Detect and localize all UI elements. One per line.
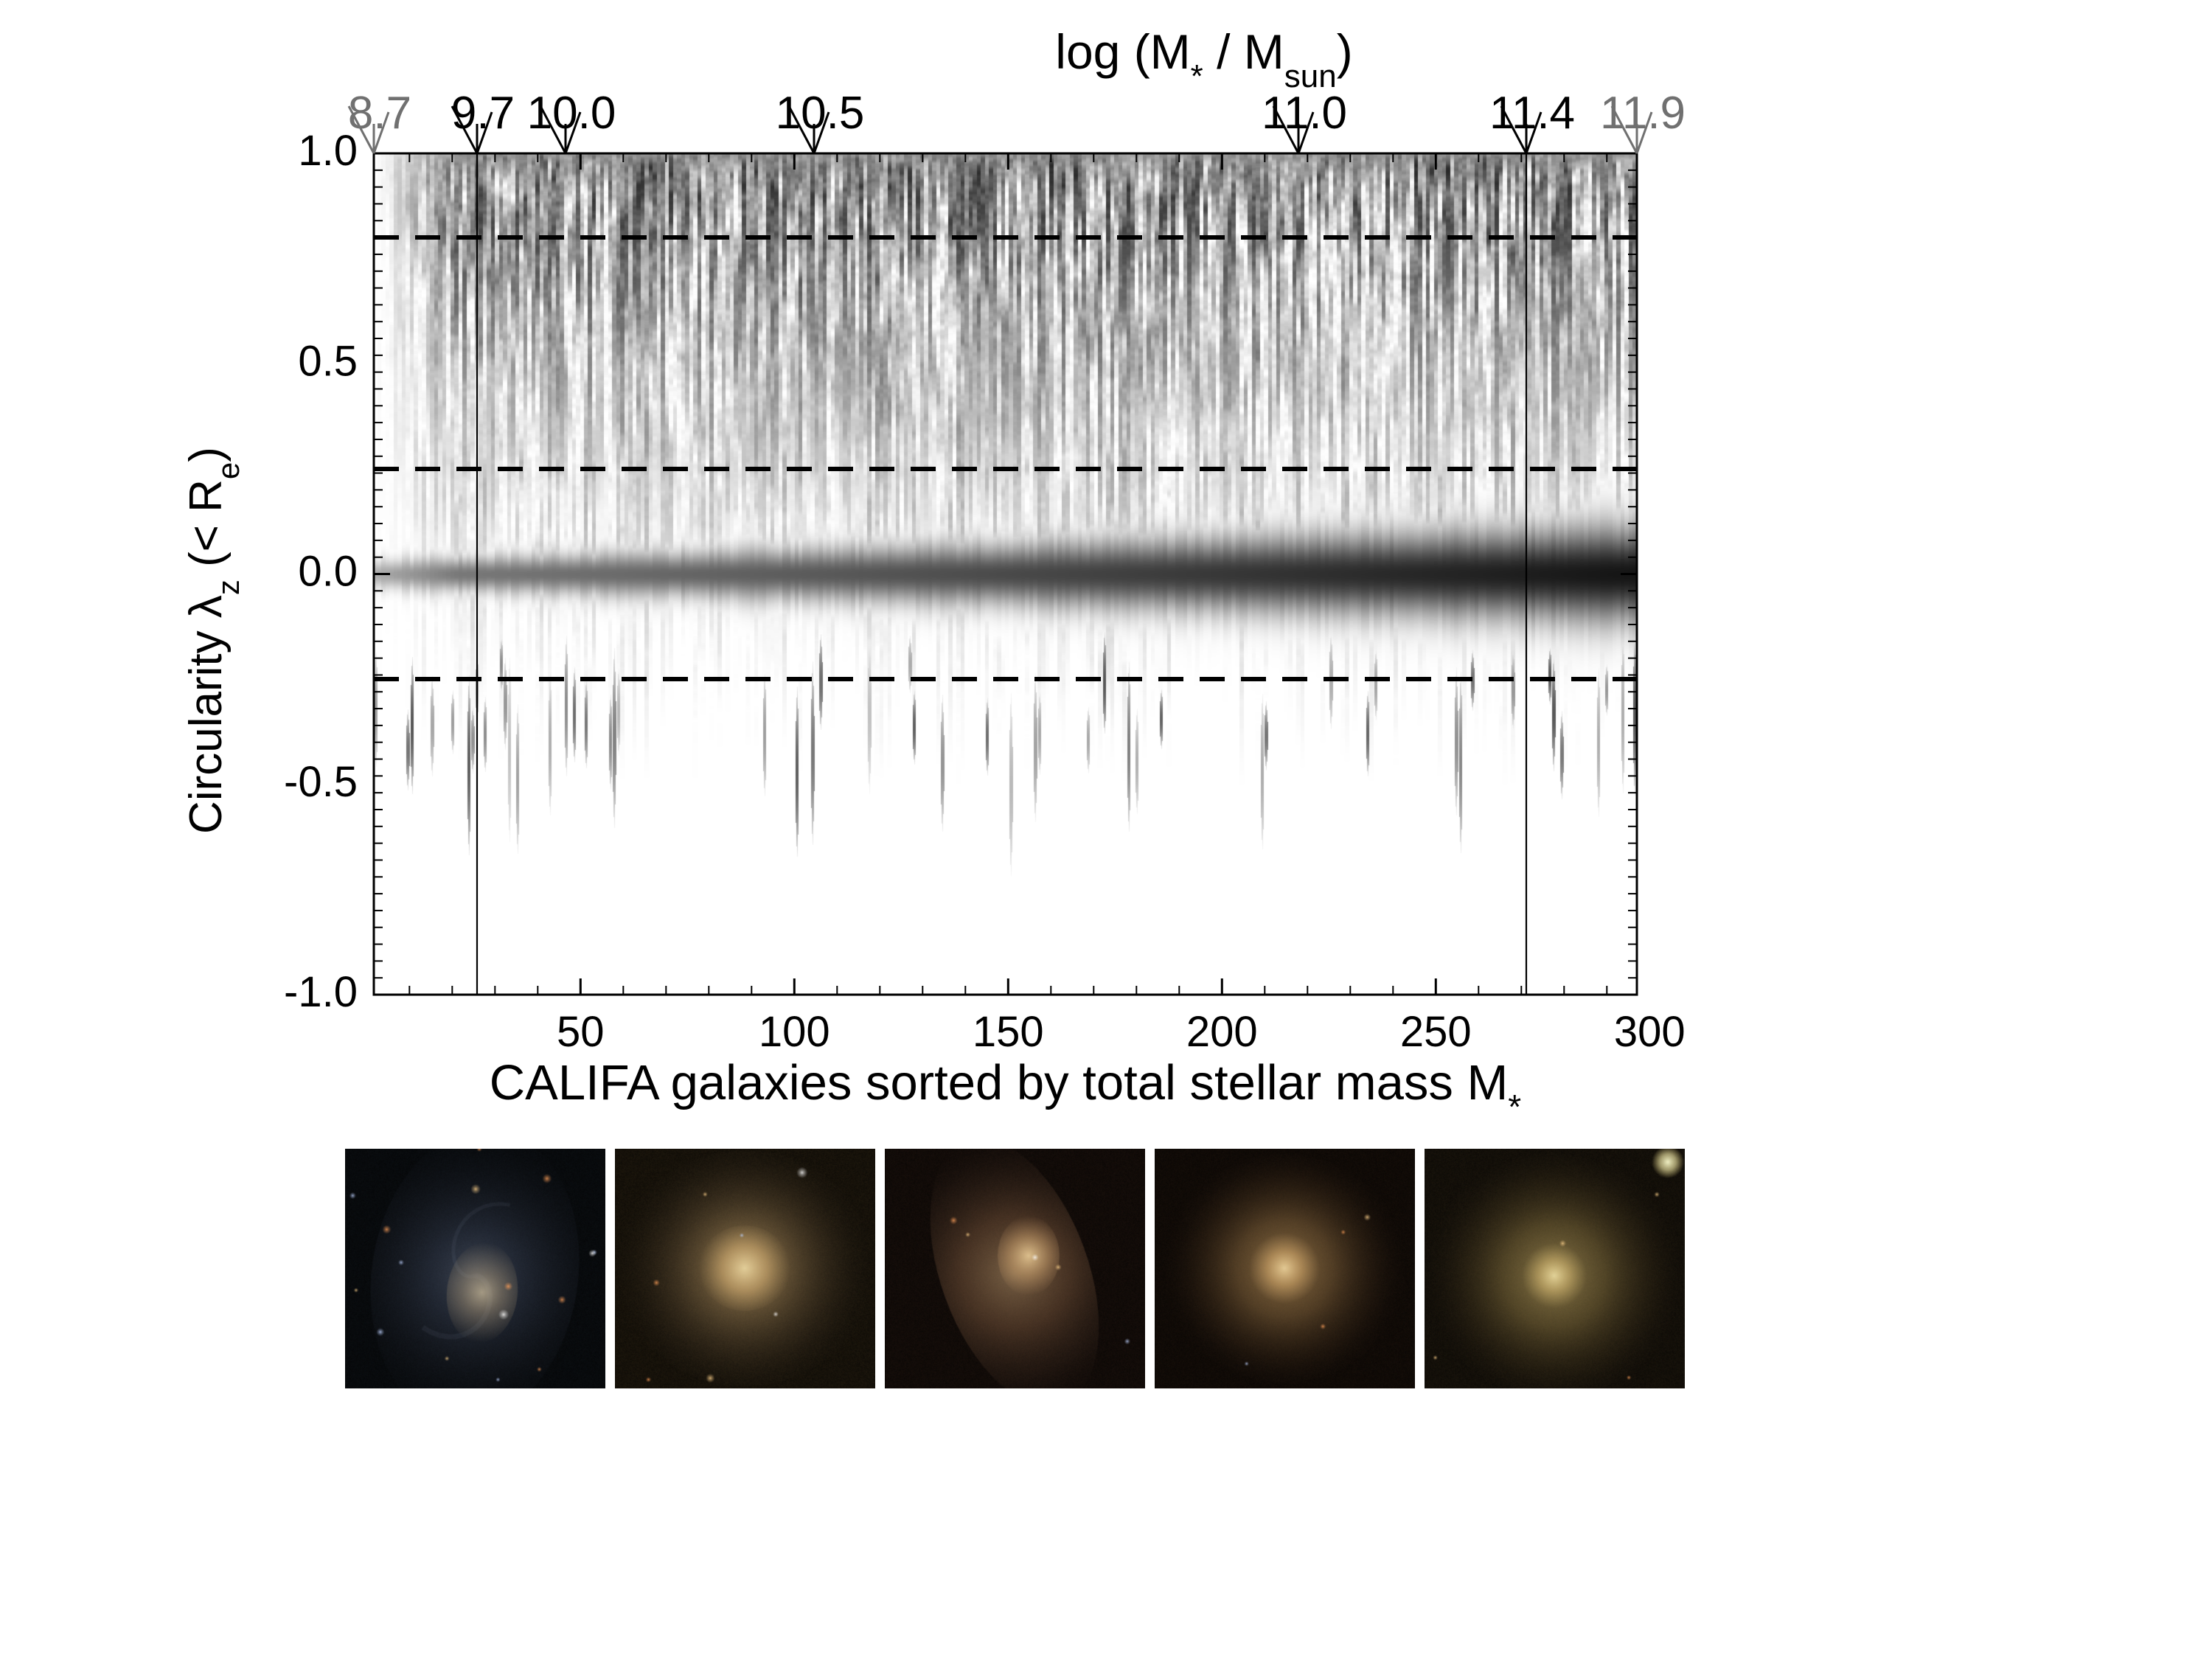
svg-text:0.5: 0.5 xyxy=(298,337,358,385)
svg-text:11.4: 11.4 xyxy=(1489,88,1575,139)
svg-text:Circularity λz (< Re): Circularity λz (< Re) xyxy=(181,447,246,834)
svg-text:log (M* / Msun): log (M* / Msun) xyxy=(1055,24,1352,94)
svg-text:200: 200 xyxy=(1186,1008,1258,1056)
svg-text:9.7: 9.7 xyxy=(451,88,515,139)
svg-text:300: 300 xyxy=(1614,1008,1686,1056)
svg-text:0.0: 0.0 xyxy=(298,548,358,596)
svg-text:250: 250 xyxy=(1400,1008,1472,1056)
svg-text:100: 100 xyxy=(759,1008,830,1056)
svg-text:8.7: 8.7 xyxy=(348,88,411,139)
svg-text:10.0: 10.0 xyxy=(527,88,616,139)
svg-text:11.9: 11.9 xyxy=(1600,88,1686,139)
svg-text:CALIFA galaxies sorted by tota: CALIFA galaxies sorted by total stellar … xyxy=(490,1055,1522,1126)
svg-text:11.0: 11.0 xyxy=(1262,88,1347,139)
svg-text:-0.5: -0.5 xyxy=(284,758,358,806)
svg-text:150: 150 xyxy=(973,1008,1044,1056)
svg-text:50: 50 xyxy=(557,1008,605,1056)
svg-text:10.5: 10.5 xyxy=(776,88,865,139)
svg-text:-1.0: -1.0 xyxy=(284,968,358,1016)
